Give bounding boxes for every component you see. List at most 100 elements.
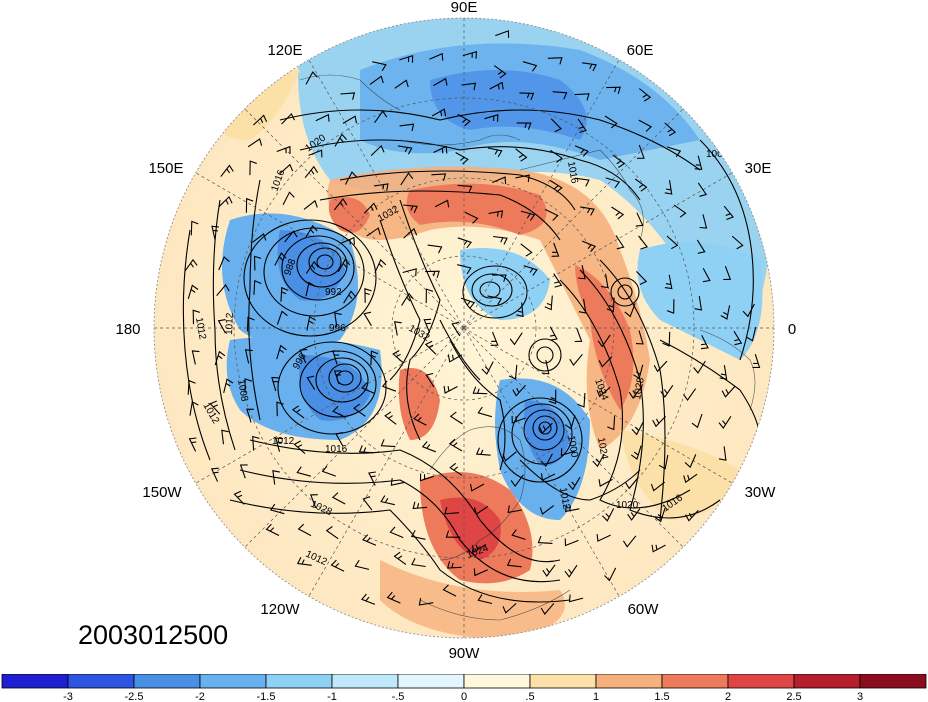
wind-barb — [634, 178, 648, 192]
wind-barb — [425, 288, 434, 304]
wind-barb — [523, 265, 538, 276]
wind-barb — [390, 478, 406, 486]
wind-barb — [694, 155, 703, 170]
wind-barb — [491, 176, 507, 185]
wind-barb — [442, 584, 457, 597]
wind-barb — [340, 92, 356, 100]
wind-barb — [333, 198, 348, 211]
wind-barb — [510, 474, 524, 488]
wind-barb — [700, 335, 709, 350]
wind-barb — [508, 364, 518, 380]
colorbar-box — [529, 674, 597, 689]
wind-barb — [633, 364, 644, 380]
wind-barb — [487, 147, 503, 158]
date-stamp: 2003012500 — [78, 620, 229, 650]
wind-barb — [296, 466, 311, 477]
wind-barb — [699, 214, 708, 229]
wind-barb — [189, 400, 199, 416]
wind-barb — [305, 281, 316, 297]
wind-barb — [604, 567, 617, 582]
wind-barb — [574, 328, 583, 343]
wind-barb — [363, 311, 372, 326]
wind-barb — [606, 297, 615, 313]
longitude-label-180: 180 — [115, 321, 140, 338]
wind-barb — [276, 145, 291, 154]
wind-barb — [509, 332, 523, 346]
wind-barb — [233, 490, 245, 505]
wind-barb — [541, 359, 550, 375]
colorbar-box — [199, 674, 267, 689]
wind-barb — [549, 149, 563, 163]
wind-barb — [627, 508, 641, 521]
wind-barb — [638, 235, 649, 250]
wind-barb — [464, 211, 479, 224]
wind-barb — [693, 360, 706, 374]
colorbar-box — [595, 674, 663, 689]
wind-barb — [397, 145, 413, 155]
wind-barb — [575, 177, 590, 187]
colorbar-box — [661, 674, 729, 689]
wind-barb — [746, 326, 757, 342]
pressure-contours — [182, 109, 761, 603]
wind-barb — [511, 415, 526, 424]
wind-barb — [305, 71, 318, 85]
wind-barb — [443, 385, 458, 394]
wind-barb — [209, 400, 221, 415]
wind-barb — [516, 122, 532, 130]
map-disk: 1008 1020 1016 1016 1032 988 992 996 101… — [154, 18, 774, 638]
wind-barb — [718, 416, 732, 430]
colorbar-box — [463, 674, 531, 689]
wind-barb — [577, 118, 587, 133]
wind-barb — [374, 110, 388, 124]
wind-barb — [462, 50, 477, 59]
wind-barb — [342, 115, 358, 124]
wind-barb — [389, 526, 404, 539]
wind-barb — [281, 112, 295, 125]
wind-barb — [578, 264, 586, 280]
wind-barb — [362, 534, 377, 546]
wind-barb — [370, 144, 385, 156]
contour-label: 1008 — [706, 149, 729, 160]
coastline-outlines — [299, 74, 756, 621]
wind-barb — [666, 235, 679, 250]
wind-barb — [493, 65, 507, 79]
wind-barb — [449, 411, 463, 425]
wind-barb — [653, 360, 668, 373]
wind-barb — [188, 437, 197, 452]
wind-barb — [210, 467, 219, 482]
wind-barb — [553, 273, 563, 288]
wind-barb — [600, 273, 609, 289]
colorbar-tick-label: -2 — [195, 691, 205, 702]
wind-barb — [697, 182, 708, 197]
wind-barb — [598, 478, 613, 487]
wind-barb — [577, 392, 586, 408]
wind-barb — [419, 473, 434, 482]
wind-barb — [190, 220, 199, 236]
wind-barb — [424, 340, 437, 355]
wind-barb — [345, 171, 358, 185]
wind-barb — [491, 274, 507, 282]
wind-barb — [457, 113, 471, 127]
wind-barb — [245, 197, 254, 213]
wind-barb — [299, 349, 308, 364]
wind-barb — [650, 481, 666, 492]
wind-barb — [664, 180, 673, 195]
longitude-label-0: 0 — [788, 321, 796, 338]
wind-barb — [253, 255, 262, 271]
wind-barb — [606, 86, 621, 95]
wind-barb — [310, 494, 318, 509]
wind-barb — [447, 354, 463, 363]
colorbar-box — [331, 674, 399, 689]
wind-barb — [364, 288, 372, 303]
wind-barb — [519, 92, 535, 101]
wind-barb — [451, 321, 461, 337]
wind-barb — [411, 558, 426, 568]
wind-barb — [638, 88, 652, 102]
wind-barb — [249, 160, 257, 176]
colorbar-tick-label: -.5 — [392, 691, 405, 702]
wind-barb — [544, 295, 553, 311]
wind-barb — [187, 284, 199, 299]
longitude-label-60w: 60W — [628, 601, 660, 618]
wind-barb — [664, 122, 677, 137]
wind-barb — [636, 144, 645, 159]
